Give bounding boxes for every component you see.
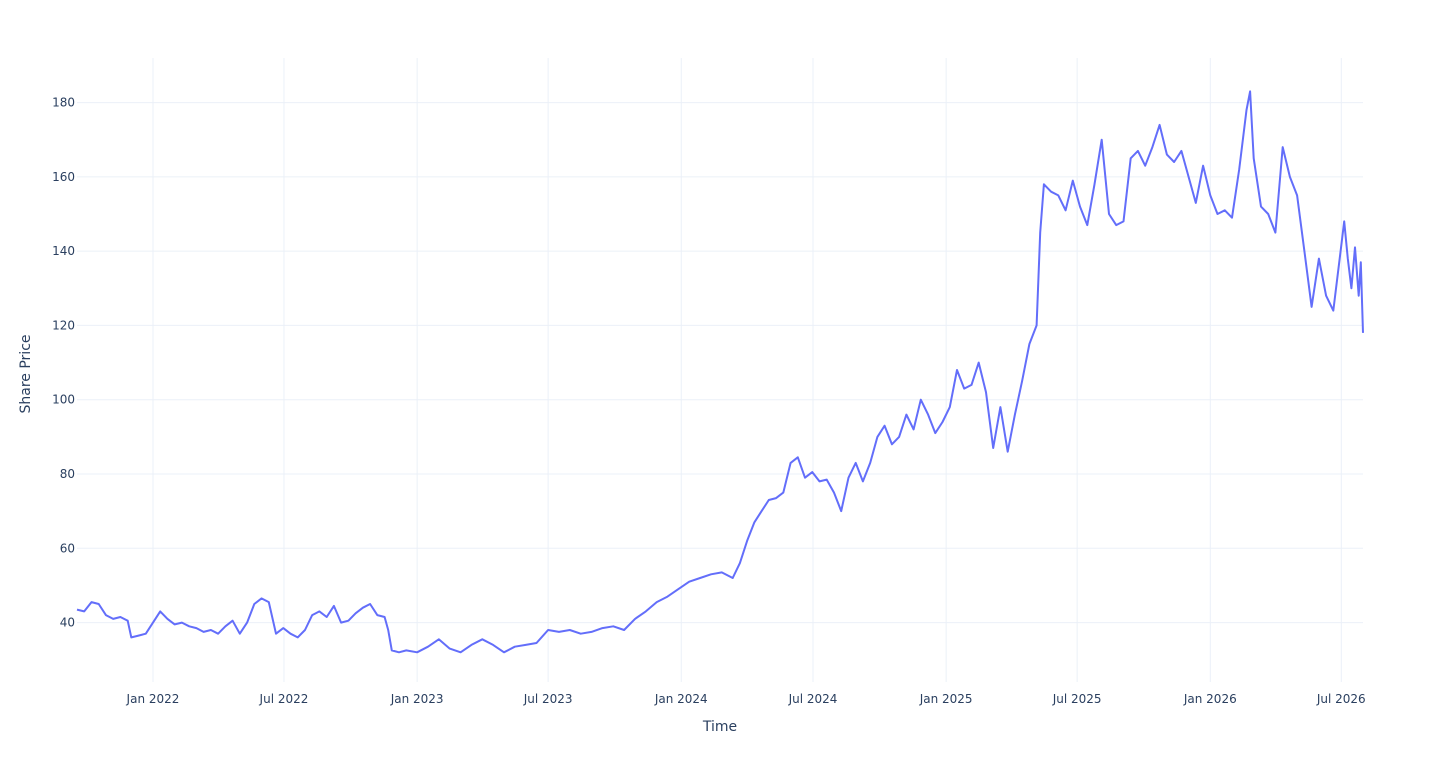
x-tick-label: Jul 2025 bbox=[1052, 692, 1102, 706]
x-tick-label: Jan 2024 bbox=[654, 692, 708, 706]
x-tick-label: Jan 2025 bbox=[919, 692, 973, 706]
x-tick-label: Jan 2023 bbox=[390, 692, 444, 706]
y-tick-label: 80 bbox=[60, 467, 75, 481]
x-tick-label: Jul 2022 bbox=[259, 692, 309, 706]
x-tick-label: Jan 2022 bbox=[126, 692, 180, 706]
x-tick-label: Jul 2023 bbox=[523, 692, 573, 706]
y-tick-label: 60 bbox=[60, 541, 75, 555]
series-layer bbox=[76, 90, 1364, 654]
y-tick-label: 140 bbox=[52, 244, 75, 258]
x-tick-label: Jul 2024 bbox=[788, 692, 838, 706]
x-axis-title: Time bbox=[702, 719, 737, 735]
x-gridlines bbox=[152, 58, 1342, 682]
y-tick-label: 100 bbox=[52, 393, 75, 407]
x-tick-label: Jul 2026 bbox=[1316, 692, 1366, 706]
x-tick-label: Jan 2026 bbox=[1183, 692, 1237, 706]
y-tick-label: 160 bbox=[52, 170, 75, 184]
y-tick-label: 180 bbox=[52, 96, 75, 110]
y-tick-labels: 40 60 80 100 120 140 160 180 bbox=[52, 96, 75, 630]
x-tick-labels: Jan 2022 Jul 2022 Jan 2023 Jul 2023 Jan 2024… bbox=[126, 692, 1366, 706]
y-gridlines bbox=[77, 102, 1363, 624]
y-tick-label: 120 bbox=[52, 318, 75, 332]
y-tick-label: 40 bbox=[60, 616, 75, 630]
y-axis-title: Share Price bbox=[18, 334, 34, 413]
share-price-line bbox=[76, 90, 1364, 654]
